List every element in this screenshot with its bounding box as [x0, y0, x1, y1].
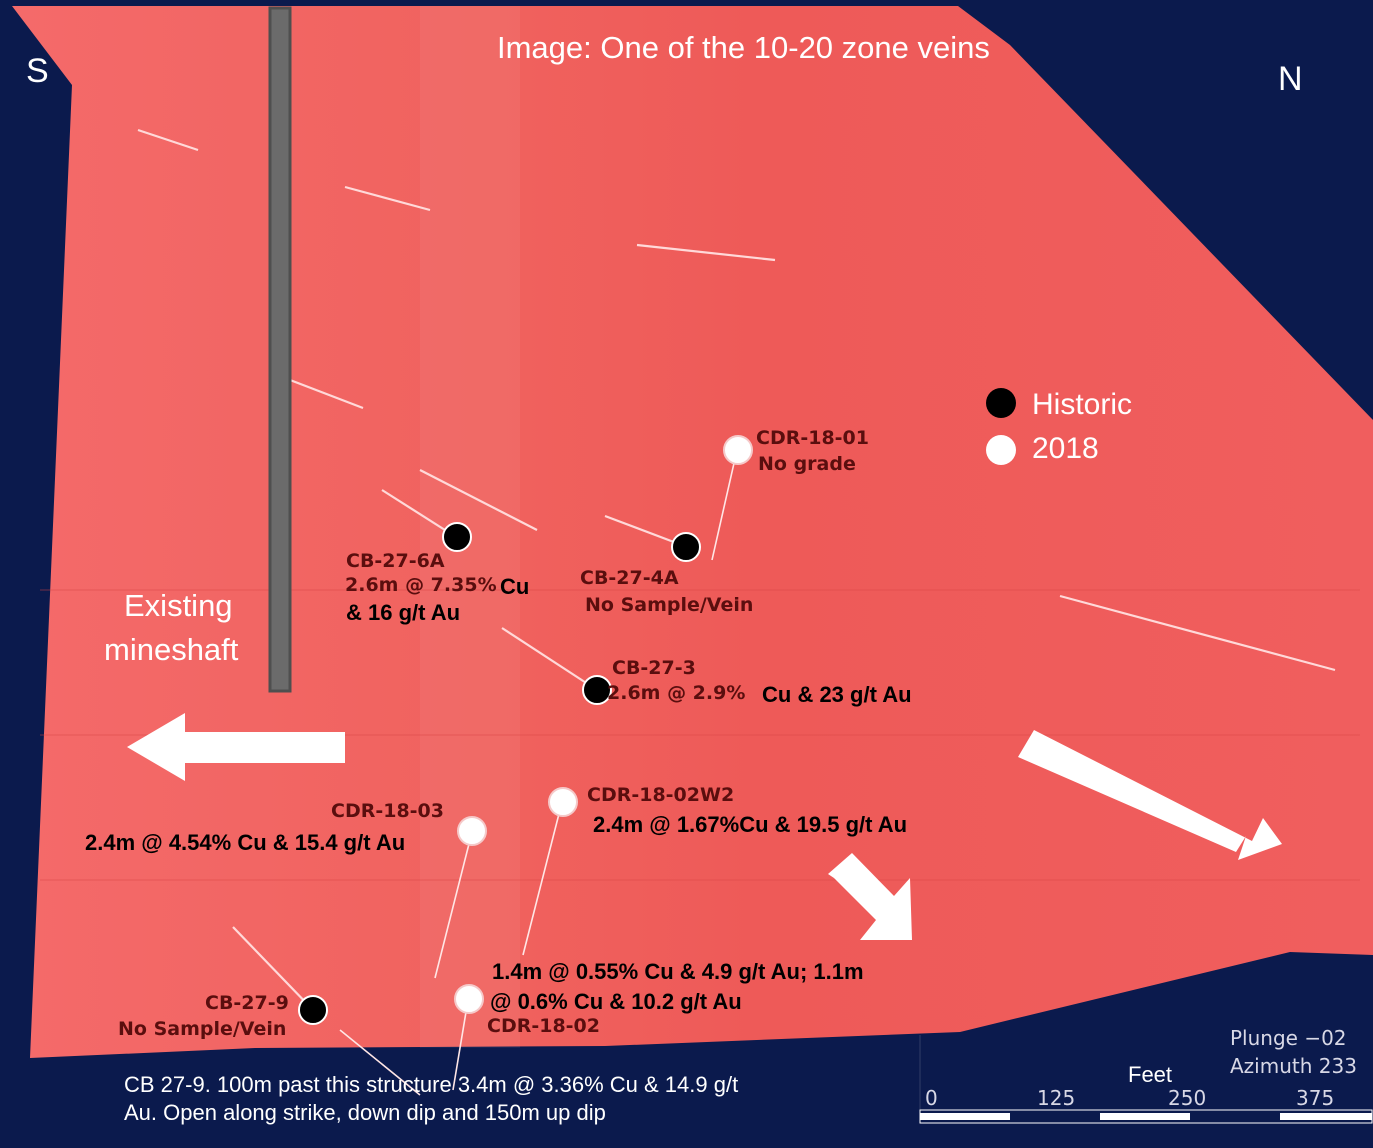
- cdr-18-02-grade-line2: @ 0.6% Cu & 10.2 g/t Au: [490, 989, 742, 1014]
- cdr-18-03-grade: 2.4m @ 4.54% Cu & 15.4 g/t Au: [85, 830, 406, 855]
- hole-cb-27-4a: [671, 532, 701, 562]
- existing-mineshaft: [268, 6, 292, 693]
- scale-tick-375: 375: [1296, 1086, 1335, 1110]
- footnote-line2: Au. Open along strike, down dip and 150m…: [124, 1100, 606, 1125]
- vein-surface: [12, 6, 1373, 1058]
- cb-27-3-name: CB-27-3: [612, 657, 696, 679]
- vein-traces: [137, 128, 1336, 1011]
- hole-cb-27-3: [582, 675, 612, 705]
- drill-traces: [339, 449, 738, 1096]
- hole-cdr-18-02: [454, 984, 484, 1014]
- cb-27-6a-grade-a: 2.6m @ 7.35%: [345, 574, 497, 596]
- hole-cb-27-9: [298, 995, 328, 1025]
- legend-2018-label: 2018: [1032, 432, 1099, 465]
- historic-holes: [298, 522, 701, 1025]
- cb-27-6a-grade-c: & 16 g/t Au: [346, 600, 461, 625]
- north-label: N: [1278, 60, 1303, 98]
- recent-holes: [454, 435, 753, 1014]
- mineshaft-label-line2: mineshaft: [104, 632, 239, 667]
- cb-27-4a-name: CB-27-4A: [580, 567, 679, 589]
- cb-27-6a-grade-b: Cu: [500, 574, 530, 599]
- scale-unit: Feet: [1128, 1062, 1173, 1087]
- cb-27-6a-name: CB-27-6A: [346, 550, 445, 572]
- cb-27-9-note: No Sample/Vein: [118, 1018, 287, 1040]
- scale-tick-250: 250: [1168, 1086, 1207, 1110]
- azimuth-label: Azimuth 233: [1230, 1054, 1357, 1078]
- cb-27-4a-note: No Sample/Vein: [585, 594, 754, 616]
- mineshaft-label-line1: Existing: [124, 588, 233, 623]
- figure-title: Image: One of the 10-20 zone veins: [497, 30, 990, 65]
- cb-27-3-grade-b: Cu & 23 g/t Au: [762, 682, 912, 707]
- cdr-18-01-note: No grade: [758, 453, 856, 475]
- cdr-18-02w2-grade: 2.4m @ 1.67%Cu & 19.5 g/t Au: [593, 812, 908, 837]
- scale-tick-125: 125: [1037, 1086, 1076, 1110]
- cdr-18-02-grade-line1: 1.4m @ 0.55% Cu & 4.9 g/t Au; 1.1m: [492, 959, 864, 984]
- hole-cdr-18-01: [723, 435, 753, 465]
- hole-cb-27-6a: [442, 522, 472, 552]
- arrow-down-dip: [828, 853, 912, 940]
- legend-historic-label: Historic: [1032, 388, 1133, 421]
- cdr-18-02-name: CDR-18-02: [487, 1015, 600, 1037]
- cdr-18-02w2-name: CDR-18-02W2: [587, 784, 735, 806]
- cdr-18-01-name: CDR-18-01: [756, 427, 869, 449]
- legend-2018-dot: [986, 435, 1016, 465]
- scale-tick-0: 0: [925, 1086, 938, 1110]
- hole-cdr-18-02w2: [548, 787, 578, 817]
- hole-cdr-18-03: [457, 816, 487, 846]
- south-label: S: [26, 52, 49, 90]
- arrow-south: [127, 713, 345, 781]
- plunge-label: Plunge −02: [1230, 1026, 1347, 1050]
- cdr-18-03-name: CDR-18-03: [331, 800, 444, 822]
- cb-27-3-grade-a: 2.6m @ 2.9%: [607, 682, 746, 704]
- legend-historic-dot: [986, 388, 1016, 418]
- arrow-north-east-body: [1018, 730, 1282, 860]
- scale-bar-graphic: [919, 1035, 1373, 1124]
- footnote-line1: CB 27-9. 100m past this structure 3.4m @…: [124, 1072, 739, 1097]
- vein-shading-band: [420, 6, 520, 1048]
- cb-27-9-name: CB-27-9: [205, 992, 289, 1014]
